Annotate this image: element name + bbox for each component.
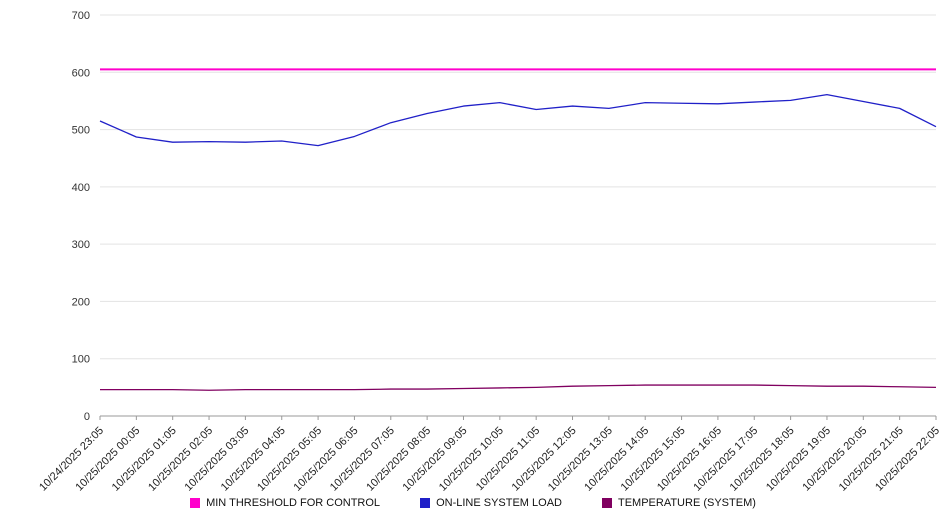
x-axis-tick-label: 10/25/2025 09:05 [401,425,470,494]
legend-swatch-icon [190,498,201,508]
legend-label: TEMPERATURE (SYSTEM) [617,497,756,509]
x-axis-tick-label: 10/25/2025 19:05 [764,425,833,494]
x-axis-tick-label: 10/25/2025 03:05 [182,425,251,494]
y-axis-tick-label: 300 [72,239,90,251]
x-axis-tick-label: 10/25/2025 04:05 [219,425,288,494]
x-axis-tick-label: 10/25/2025 01:05 [110,425,179,494]
series-line-temperature-system [100,384,937,391]
x-axis-tick-label: 10/25/2025 00:05 [73,425,142,494]
x-axis-tick-label: 10/25/2025 20:05 [800,425,869,494]
legend-item-on-line-system-load[interactable]: ON-LINE SYSTEM LOAD [420,497,562,509]
x-axis-tick-label: 10/25/2025 21:05 [837,425,906,494]
y-axis-tick-label: 500 [72,125,90,137]
legend-swatch-icon [601,498,612,508]
x-axis-tick-label: 10/25/2025 16:05 [655,425,724,494]
chart-legend: MIN THRESHOLD FOR CONTROL ON-LINE SYSTEM … [0,497,946,509]
x-axis-tick-label: 10/25/2025 14:05 [582,425,651,494]
x-axis-tick-label: 10/25/2025 10:05 [437,425,506,494]
legend-label: MIN THRESHOLD FOR CONTROL [206,497,381,509]
y-axis-tick-label: 600 [72,67,90,79]
x-axis-tick-label: 10/25/2025 02:05 [146,425,215,494]
y-axis-tick-label: 100 [72,354,90,366]
legend-swatch-icon [420,498,431,508]
y-axis-tick-label: 400 [72,182,90,194]
y-axis-tick-label: 0 [84,411,90,423]
x-axis-tick-label: 10/25/2025 22:05 [873,425,942,494]
x-axis-tick-label: 10/25/2025 08:05 [364,425,433,494]
x-axis-tick-label: 10/25/2025 07:05 [328,425,397,494]
y-axis-tick-label: 700 [72,10,90,22]
legend-item-min-threshold-for-control[interactable]: MIN THRESHOLD FOR CONTROL [190,497,380,509]
x-axis-tick-label: 10/25/2025 13:05 [546,425,615,494]
x-axis-tick-label: 10/25/2025 12:05 [510,425,579,494]
x-axis-tick-label: 10/25/2025 06:05 [292,425,361,494]
x-axis-tick-label: 10/25/2025 15:05 [619,425,688,494]
x-axis-tick-label: 10/25/2025 05:05 [255,425,324,494]
legend-label: ON-LINE SYSTEM LOAD [436,497,562,509]
x-axis-tick-label: 10/25/2025 11:05 [474,425,542,493]
series-line-on-line-system-load [99,93,937,147]
x-axis-tick-label: 10/24/2025 23:05 [37,425,106,494]
x-axis-tick-label: 10/25/2025 17:05 [691,425,760,494]
y-axis-tick-label: 200 [72,296,90,308]
legend-item-temperature-system[interactable]: TEMPERATURE (SYSTEM) [601,497,756,509]
x-axis-tick-label: 10/25/2025 18:05 [728,425,797,494]
